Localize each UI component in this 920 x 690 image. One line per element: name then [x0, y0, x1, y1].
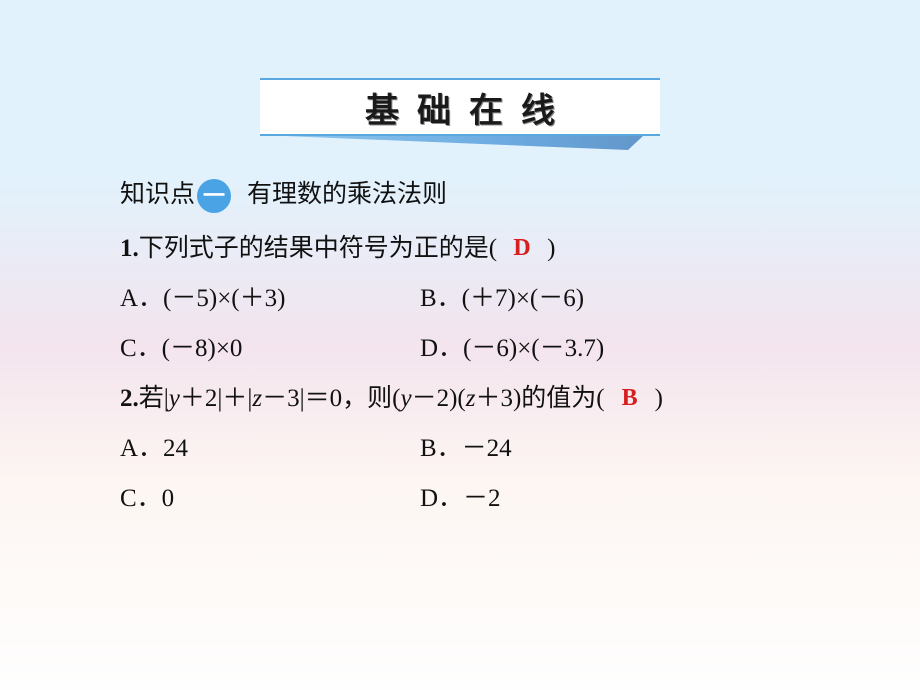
- q1-paren-close: ): [547, 235, 555, 262]
- q2-option-b: B．－24: [420, 424, 820, 474]
- q2-option-c: C．0: [120, 474, 420, 524]
- q1-paren: ( D): [489, 224, 556, 274]
- q2-var-z: z: [252, 385, 262, 412]
- q2-var-z2: z: [466, 385, 476, 412]
- q1-option-b: B．(＋7)×(－6): [420, 274, 820, 324]
- q1-options-row2: C．(－8)×0 D．(－6)×(－3.7): [120, 324, 820, 374]
- q2-t-d: －2)(: [412, 385, 466, 412]
- q2-option-d: D．－2: [420, 474, 820, 524]
- q2-options-row1: A．24 B．－24: [120, 424, 820, 474]
- question-2-stem: 2.若|y＋2|＋|z－3|＝0，则(y－2)(z＋3)的值为( B): [120, 374, 820, 424]
- q1-answer: D: [513, 224, 530, 272]
- q2-answer: B: [622, 374, 638, 422]
- q2-t-a: 若|: [139, 385, 169, 412]
- q2-var-y: y: [169, 385, 180, 412]
- q1-option-a: A．(－5)×(＋3): [120, 274, 420, 324]
- q2-paren: ( B): [596, 374, 663, 424]
- q2-option-a: A．24: [120, 424, 420, 474]
- q2-t-e: ＋3)的值为: [475, 385, 596, 412]
- banner-title: 基础在线: [347, 83, 573, 132]
- q1-number: 1.: [120, 235, 139, 262]
- q2-options-row2: C．0 D．－2: [120, 474, 820, 524]
- q1-option-c: C．(－8)×0: [120, 324, 420, 374]
- q2-t-c: －3|＝0，则(: [262, 385, 400, 412]
- q1-options-row1: A．(－5)×(＋3) B．(＋7)×(－6): [120, 274, 820, 324]
- q1-text: 下列式子的结果中符号为正的是: [139, 235, 489, 262]
- q1-paren-open: (: [489, 235, 497, 262]
- kp-badge: 一: [197, 179, 231, 213]
- q1-option-d: D．(－6)×(－3.7): [420, 324, 820, 374]
- q2-paren-close: ): [655, 385, 663, 412]
- question-1-stem: 1.下列式子的结果中符号为正的是( D): [120, 224, 820, 274]
- q2-paren-open: (: [596, 385, 604, 412]
- content-area: 知识点一有理数的乘法法则 1.下列式子的结果中符号为正的是( D) A．(－5)…: [120, 170, 820, 524]
- kp-prefix: 知识点: [120, 181, 195, 208]
- knowledge-point-line: 知识点一有理数的乘法法则: [120, 170, 820, 220]
- section-banner: 基础在线: [260, 78, 660, 158]
- banner-main: 基础在线: [260, 78, 660, 136]
- q2-var-y2: y: [400, 385, 411, 412]
- q2-number: 2.: [120, 385, 139, 412]
- kp-title: 有理数的乘法法则: [247, 181, 447, 208]
- q2-t-b: ＋2|＋|: [180, 385, 253, 412]
